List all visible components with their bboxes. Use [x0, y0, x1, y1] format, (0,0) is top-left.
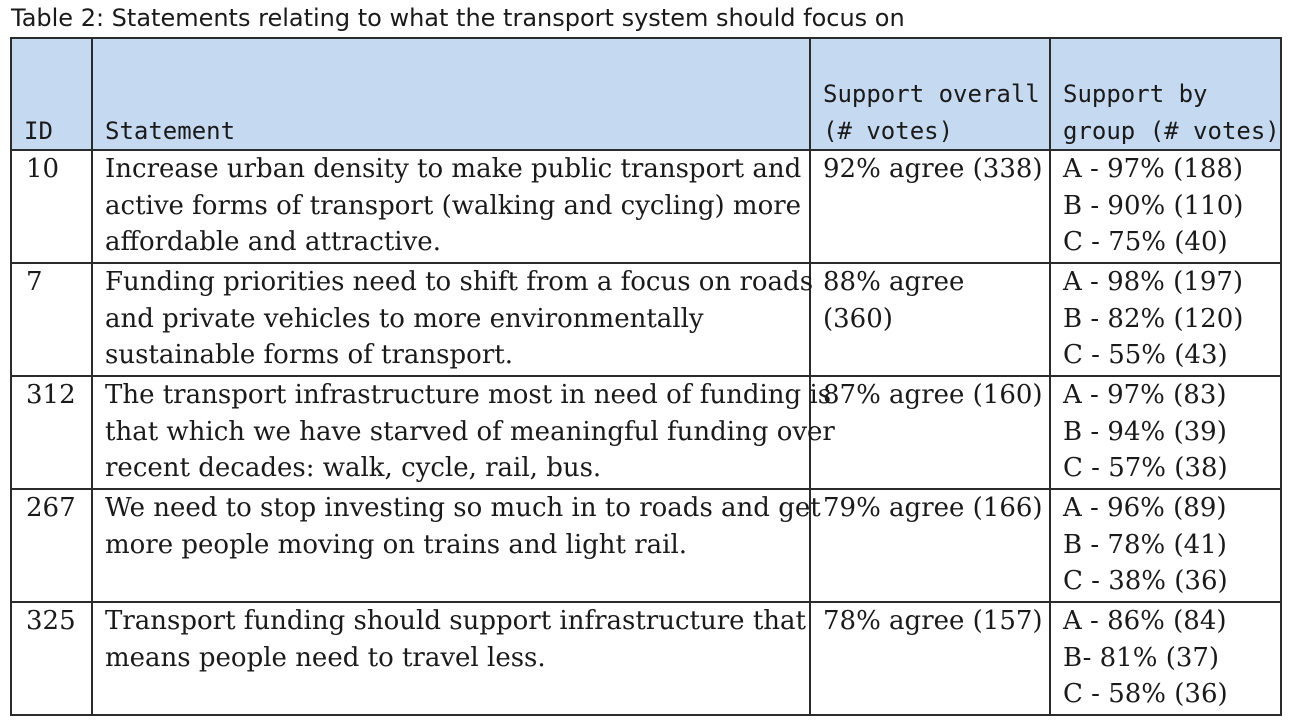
group-line: A - 86% (84)	[1063, 606, 1227, 636]
statements-table: ID Statement Support overall (# votes) S…	[10, 37, 1282, 716]
group-line: C - 57% (38)	[1063, 453, 1228, 483]
cell-support-overall: 92% agree (338)	[809, 149, 1051, 264]
statement-line: more people moving on trains and light r…	[105, 529, 688, 560]
cell-statement: The transport infrastructure most in nee…	[91, 375, 835, 490]
cell-support-by-group: A - 86% (84) B- 81% (37) C - 58% (36)	[1049, 601, 1282, 716]
group-line: C - 38% (36)	[1063, 566, 1228, 596]
cell-statement: Increase urban density to make public tr…	[91, 149, 811, 264]
table-row: 267 We need to stop investing so much in…	[10, 488, 1282, 603]
cell-id: 10	[10, 149, 93, 264]
overall-line: 92% agree (338)	[823, 154, 1043, 184]
header-line: group (#	[1063, 116, 1179, 145]
overall-line: 79% agree (166)	[823, 493, 1043, 523]
cell-support-by-group: A - 97% (83) B - 94% (39) C - 57% (38)	[1049, 375, 1282, 490]
table-header-row: ID Statement Support overall (# votes) S…	[10, 37, 1282, 151]
cell-statement: We need to stop investing so much in to …	[91, 488, 821, 603]
table-row: 312 The transport infrastructure most in…	[10, 375, 1282, 490]
header-support-by-group: Support by group (# votes)	[1049, 37, 1282, 151]
group-line: B - 78% (41)	[1063, 529, 1227, 560]
cell-support-by-group: A - 97% (188) B - 90% (110) C - 75% (40)	[1049, 149, 1282, 264]
overall-line: 88% agree	[823, 267, 965, 297]
group-line: B - 90% (110)	[1063, 190, 1244, 221]
group-line: C - 55% (43)	[1063, 340, 1228, 370]
cell-statement: Funding priorities need to shift from a …	[91, 262, 814, 377]
statement-line: means people need to travel less.	[105, 642, 546, 673]
header-line: (# votes)	[823, 116, 954, 145]
group-line: A - 98% (197)	[1063, 267, 1244, 297]
statement-line: that which we have starved of meaningful…	[105, 416, 835, 447]
group-line: B - 82% (120)	[1063, 303, 1244, 334]
table-row: 7 Funding priorities need to shift from …	[10, 262, 1282, 377]
group-line: A - 97% (188)	[1063, 154, 1244, 184]
cell-support-by-group: A - 96% (89) B - 78% (41) C - 38% (36)	[1049, 488, 1282, 603]
cell-id: 325	[10, 601, 93, 716]
group-line: C - 75% (40)	[1063, 227, 1228, 257]
statement-line: We need to stop investing so much in to …	[105, 493, 821, 523]
cell-support-overall: 78% agree (157)	[809, 601, 1051, 716]
group-line: B- 81% (37)	[1063, 642, 1220, 673]
group-line: C - 58% (36)	[1063, 679, 1228, 709]
cell-support-overall: 87% agree (160)	[809, 375, 1051, 490]
table-caption: Table 2: Statements relating to what the…	[11, 4, 905, 32]
cell-id: 267	[10, 488, 93, 603]
statement-line: The transport infrastructure most in nee…	[105, 380, 832, 410]
cell-support-overall: 88% agree (360)	[809, 262, 1051, 377]
cell-id: 7	[10, 262, 93, 377]
cell-statement: Transport funding should support infrast…	[91, 601, 811, 716]
header-line: votes)	[1193, 116, 1280, 145]
header-line: Support overall	[823, 80, 1040, 108]
header-support-overall: Support overall (# votes)	[809, 37, 1051, 151]
statement-line: Increase urban density to make public tr…	[105, 154, 802, 184]
header-id: ID	[10, 37, 93, 151]
group-line: B - 94% (39)	[1063, 416, 1227, 447]
overall-line: 78% agree (157)	[823, 606, 1043, 636]
header-line: Support by	[1063, 80, 1208, 108]
group-line: A - 97% (83)	[1063, 380, 1227, 410]
overall-line: 87% agree (160)	[823, 380, 1043, 410]
cell-id: 312	[10, 375, 93, 490]
statement-line: recent decades: walk, cycle, rail, bus.	[105, 453, 602, 483]
statement-line: Funding priorities need to shift from a …	[105, 267, 814, 297]
cell-support-overall: 79% agree (166)	[809, 488, 1051, 603]
overall-line: (360)	[823, 303, 893, 334]
table-row: 10 Increase urban density to make public…	[10, 149, 1282, 264]
statement-line: active forms of transport (walking and c…	[105, 190, 802, 221]
statement-line: Transport funding should support infrast…	[105, 606, 806, 636]
cell-support-by-group: A - 98% (197) B - 82% (120) C - 55% (43)	[1049, 262, 1282, 377]
statement-line: sustainable forms of transport.	[105, 340, 513, 370]
table-row: 325 Transport funding should support inf…	[10, 601, 1282, 716]
statement-line: and private vehicles to more environment…	[105, 303, 704, 334]
group-line: A - 96% (89)	[1063, 493, 1227, 523]
statement-line: affordable and attractive.	[105, 227, 441, 257]
header-statement: Statement	[91, 37, 811, 151]
